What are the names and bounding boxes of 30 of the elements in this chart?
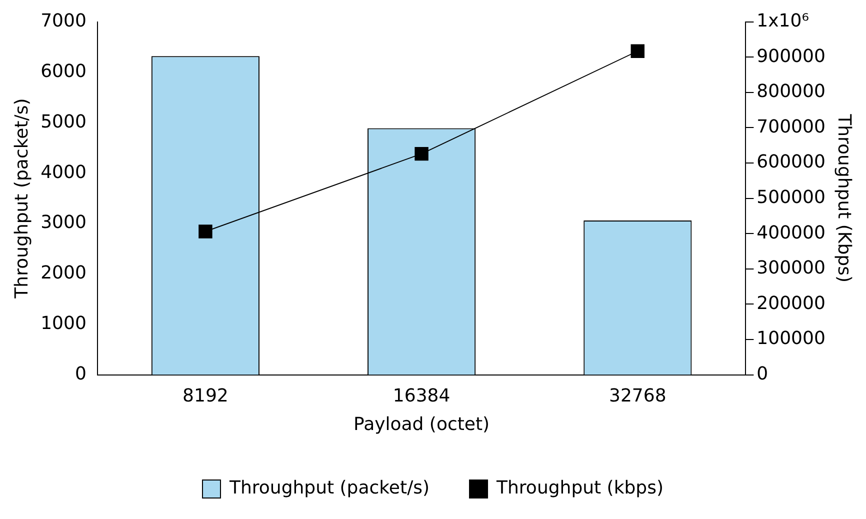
point [198,224,212,238]
y2-tick-label: 300000 [756,258,826,279]
y-tick-label: 4000 [40,162,86,183]
y-axis-title: Throughput (packet/s) [11,98,32,300]
y-tick-label: 5000 [40,111,86,132]
y-tick-label: 1000 [40,313,86,334]
point [414,146,428,161]
y2-tick-label: 700000 [756,116,826,138]
legend-label: Throughput (kbps) [496,478,664,499]
y2-tick-label: 400000 [756,222,826,244]
y2-tick-label: 100000 [756,328,826,350]
x-tick-label: 8192 [182,385,228,406]
y2-tick-label: 1x10⁶ [756,10,809,32]
y2-tick-label: 600000 [756,152,826,173]
y2-axis-title: Throughput (Kbps) [834,113,855,282]
y2-tick-label: 200000 [756,292,826,314]
y-tick-label: 2000 [40,262,86,284]
y2-tick-label: 500000 [756,186,826,208]
y2-tick-label: 0 [756,363,768,384]
x-tick-label: 32768 [609,385,666,406]
y-tick-label: 0 [74,363,86,384]
x-axis-title: Payload (octet) [354,414,490,435]
y-tick-label: 7000 [40,10,86,32]
y-tick-label: 3000 [40,212,86,234]
legend-label: Throughput (packet/s) [228,478,430,499]
y2-tick-label: 800000 [756,81,826,102]
y-tick-label: 6000 [40,60,86,82]
x-tick-label: 16384 [392,385,450,406]
point [630,44,645,58]
y2-tick-label: 900000 [756,46,826,67]
